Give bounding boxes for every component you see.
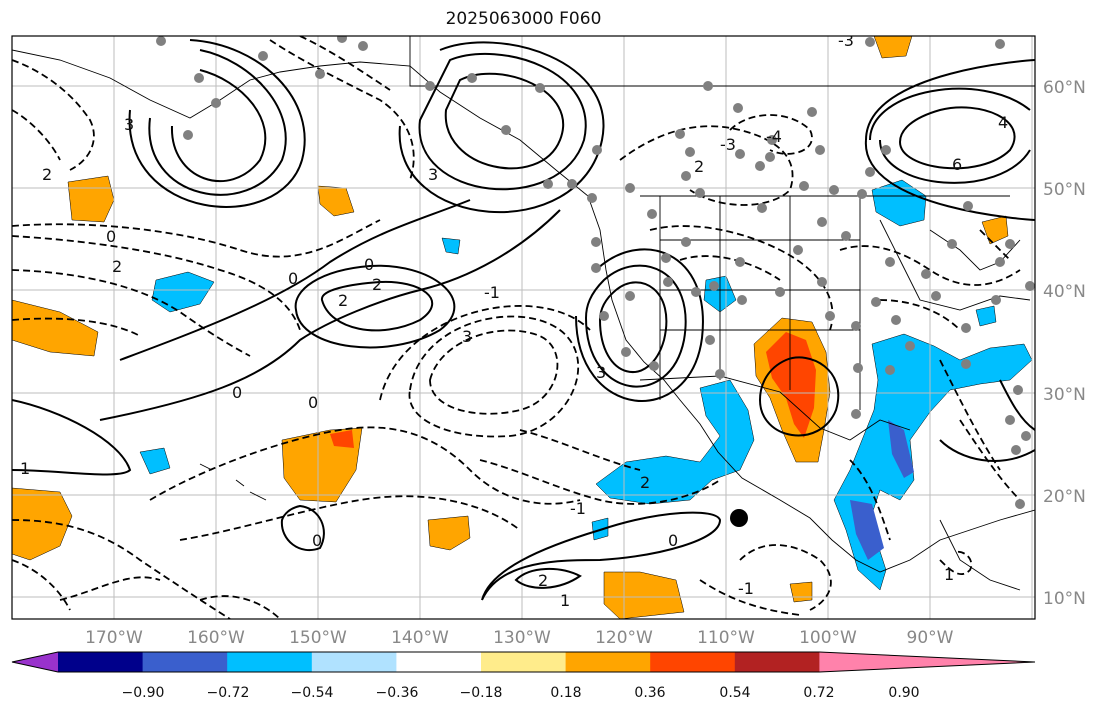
marker-point: [730, 509, 748, 527]
colorbar-extend-high: [819, 652, 1035, 672]
map-title: 2025063000 F060: [445, 9, 602, 29]
colorbar-segment: [481, 652, 567, 672]
lat-label: 30°N: [1043, 385, 1086, 405]
contour-label: 2: [640, 473, 650, 492]
colorbar-segment: [396, 652, 482, 672]
lat-label: 40°N: [1043, 282, 1086, 302]
contour-label: 3: [428, 165, 438, 184]
contour-label: -1: [738, 579, 754, 598]
lon-label: 120°W: [595, 628, 653, 648]
colorbar-tick-label: −0.36: [376, 685, 419, 701]
colorbar-tick-label: 0.72: [803, 685, 834, 701]
colorbar-tick-label: −0.72: [207, 685, 250, 701]
contour-label: 1: [560, 591, 570, 610]
contour-label: 0: [288, 269, 298, 288]
lon-label: 170°W: [85, 628, 143, 648]
lat-label: 20°N: [1043, 487, 1086, 507]
colorbar-outline: [11, 651, 1036, 673]
contour-labels: 0 2 0 1 2 3 2 0 -1 0 2 4 6 3 2 0 0 -1 0 …: [20, 31, 1008, 610]
lon-label: 150°W: [289, 628, 347, 648]
contour-label: 0: [668, 531, 678, 550]
contour-label: 1: [944, 565, 954, 584]
colorbar: [11, 651, 1036, 673]
colorbar-labels: −0.90 −0.72 −0.54 −0.36 −0.18 0.18 0.36 …: [122, 685, 920, 701]
contour-label: 2: [112, 257, 122, 276]
colorbar-tick-label: 0.54: [719, 685, 750, 701]
lon-label: 110°W: [697, 628, 755, 648]
colorbar-tick-label: 0.90: [888, 685, 919, 701]
contour-label: -3: [720, 135, 736, 154]
contour-label: 0: [312, 531, 322, 550]
plot-area: [12, 36, 1035, 619]
lon-label: 90°W: [907, 628, 954, 648]
contour-label: 2: [694, 157, 704, 176]
contour-label: 6: [952, 155, 962, 174]
colorbar-tick-label: 0.36: [634, 685, 665, 701]
lon-label: 130°W: [493, 628, 551, 648]
colorbar-segment: [58, 652, 144, 672]
contour-label: 1: [20, 459, 30, 478]
colorbar-segment: [734, 652, 820, 672]
colorbar-extend-low: [12, 652, 58, 672]
longitude-axis: 170°W 160°W 150°W 140°W 130°W 120°W 110°…: [85, 628, 954, 648]
contour-label: 4: [998, 113, 1008, 132]
colorbar-tick-label: 0.18: [550, 685, 581, 701]
contour-label: 2: [42, 165, 52, 184]
contour-label: 0: [106, 227, 116, 246]
colorbar-tick-label: −0.18: [460, 685, 503, 701]
contour-label: -4: [766, 127, 782, 146]
contour-label: 2: [338, 291, 348, 310]
lon-label: 100°W: [799, 628, 857, 648]
contour-label: 0: [232, 383, 242, 402]
contour-label: 0: [308, 393, 318, 412]
lat-label: 50°N: [1043, 180, 1086, 200]
contour-label: 3: [596, 363, 606, 382]
colorbar-tick-label: −0.90: [122, 685, 165, 701]
colorbar-segment: [565, 652, 651, 672]
colorbar-tick-label: −0.54: [291, 685, 334, 701]
latitude-axis: 60°N 50°N 40°N 30°N 20°N 10°N: [1043, 78, 1086, 609]
dashed-contours: [12, 36, 1021, 619]
contour-label: 2: [538, 571, 548, 590]
colorbar-segment: [650, 652, 736, 672]
contour-label: 0: [364, 255, 374, 274]
lat-label: 10°N: [1043, 589, 1086, 609]
contour-label: 3: [124, 115, 134, 134]
contour-label: -1: [484, 283, 500, 302]
lon-label: 160°W: [187, 628, 245, 648]
colorbar-segment: [227, 652, 313, 672]
contour-label: 3: [462, 327, 472, 346]
contour-label: -1: [570, 499, 586, 518]
colorbar-segment: [142, 652, 228, 672]
colorbar-segment: [311, 652, 397, 672]
station-dots: [156, 36, 1035, 509]
contour-label: 2: [372, 275, 382, 294]
solid-contours: [12, 39, 1035, 601]
lon-label: 140°W: [391, 628, 449, 648]
plot-frame: [11, 35, 1036, 620]
lat-label: 60°N: [1043, 78, 1086, 98]
contour-label: -3: [838, 31, 854, 50]
